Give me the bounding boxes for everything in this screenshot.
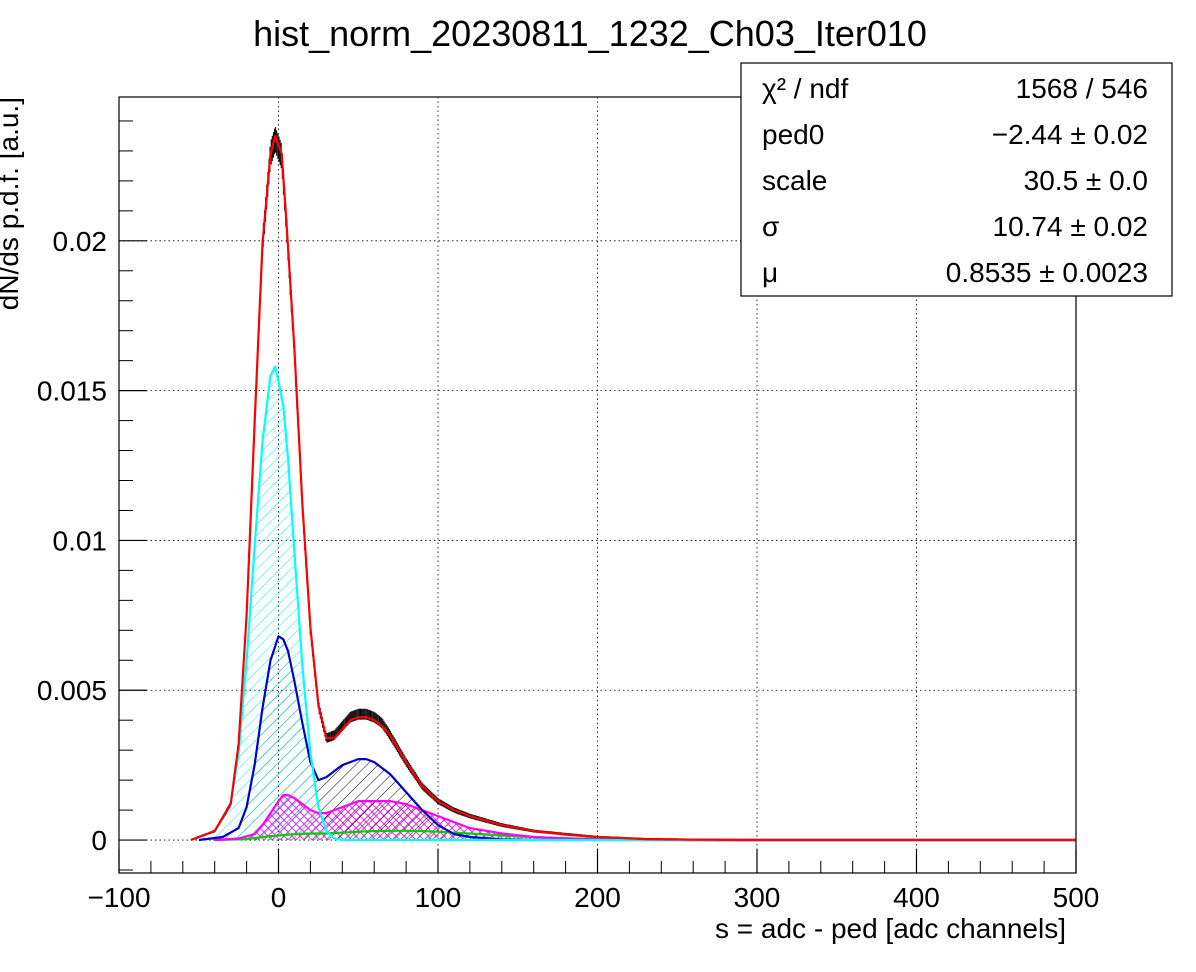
y-tick-label: 0.01 [53, 525, 108, 556]
stat-label: ped0 [762, 119, 824, 150]
total-fit-curve [190, 134, 1076, 842]
y-axis-title: dN/ds p.d.f. [a.u.] [0, 97, 24, 310]
x-tick-label: 300 [734, 882, 781, 913]
single-pe-component-curve [198, 635, 1076, 842]
y-tick-label: 0 [91, 825, 107, 856]
stat-value: −2.44 ± 0.02 [992, 119, 1148, 150]
stat-value: 1568 / 546 [1016, 73, 1148, 104]
x-tick-label: 100 [415, 882, 462, 913]
x-tick-label: −100 [87, 882, 150, 913]
stats-box-frame [740, 62, 1173, 297]
x-tick-label: 500 [1053, 882, 1100, 913]
double-pe-component-curve [214, 794, 1076, 842]
stat-label: scale [762, 165, 827, 196]
stat-label: μ [762, 257, 778, 288]
stat-value: 10.74 ± 0.02 [993, 211, 1149, 242]
stat-value: 30.5 ± 0.0 [1024, 165, 1148, 196]
series-fill [214, 830, 1076, 841]
chart-title: hist_norm_20230811_1232_Ch03_Iter010 [253, 13, 927, 54]
pedestal-component-curve [190, 365, 1076, 842]
stat-label: σ [762, 211, 779, 242]
y-tick-label: 0.02 [53, 226, 108, 257]
axes: −100 0 100 200 300 400 500 0 0.005 0.01 0.015 0.02 [37, 120, 1100, 913]
series-layer [190, 127, 1076, 842]
stat-label: χ² / ndf [762, 73, 849, 104]
x-tick-label: 400 [893, 882, 940, 913]
series-fill [190, 366, 1076, 841]
x-axis-title: s = adc - ped [adc channels] [715, 913, 1066, 944]
stat-value: 0.8535 ± 0.0023 [946, 257, 1148, 288]
y-tick-label: 0.005 [37, 675, 107, 706]
x-tick-label: 0 [271, 882, 287, 913]
y-tick-label: 0.015 [37, 376, 107, 407]
stats-box: χ² / ndf 1568 / 546 ped0 −2.44 ± 0.02 scale 3… [740, 62, 1173, 297]
x-tick-label: 200 [574, 882, 621, 913]
